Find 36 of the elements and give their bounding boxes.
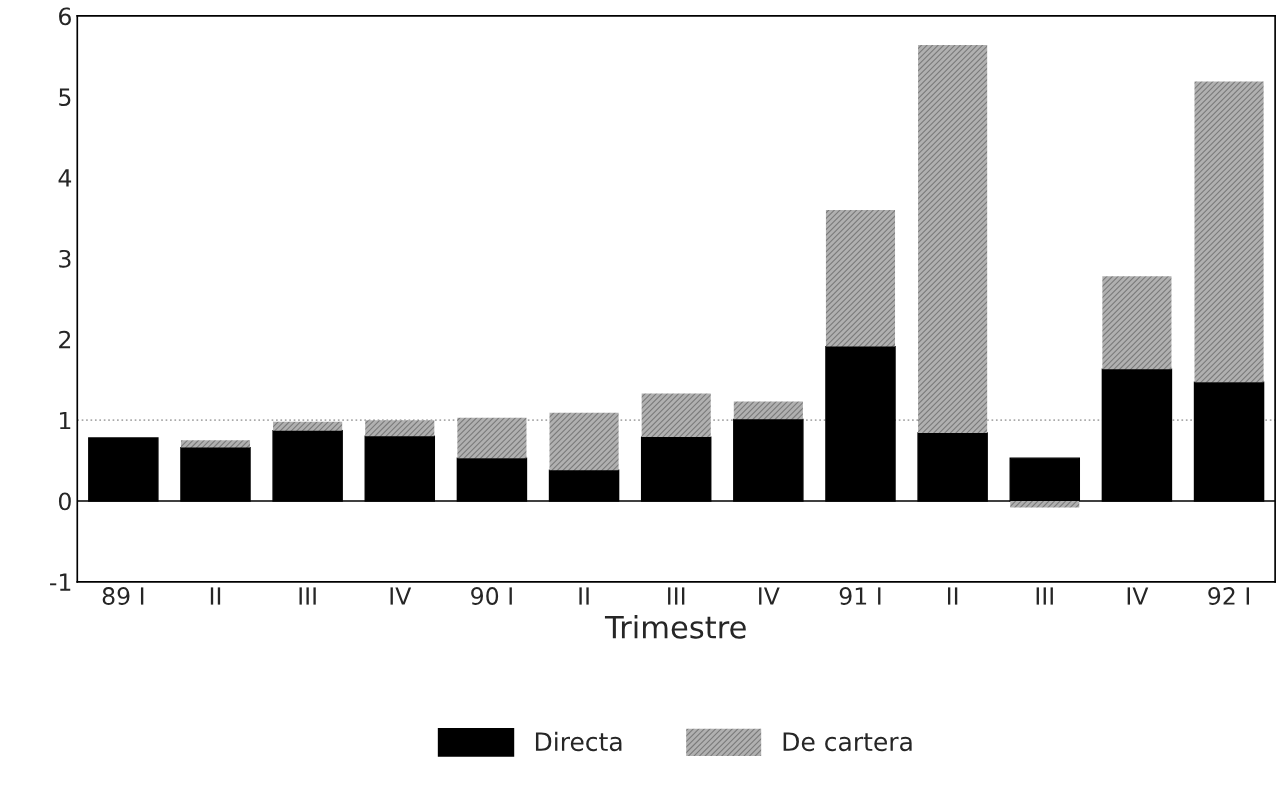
x-tick-label: IV bbox=[390, 587, 412, 605]
y-tick-label: 0 bbox=[58, 492, 71, 511]
legend-label: Directa bbox=[535, 731, 622, 752]
bar bbox=[825, 209, 896, 347]
x-tick-label: 92 I bbox=[1208, 587, 1249, 605]
bar bbox=[457, 417, 527, 459]
x-tick-label: 90 I bbox=[471, 587, 512, 605]
y-tick-label: 4 bbox=[58, 169, 72, 187]
bar bbox=[1102, 276, 1172, 370]
bar bbox=[1194, 81, 1264, 383]
x-tick-label: III bbox=[1036, 587, 1053, 605]
legend-label: De cartera bbox=[783, 732, 912, 752]
y-tick-label: 2 bbox=[59, 330, 71, 349]
x-tick-label: IV bbox=[1127, 587, 1149, 605]
y-tick-label: 3 bbox=[59, 249, 71, 268]
y-tick-label: 5 bbox=[59, 88, 71, 107]
bar bbox=[549, 412, 619, 471]
bar bbox=[273, 421, 343, 431]
bar bbox=[641, 393, 711, 438]
x-tick-label: 89 I bbox=[102, 587, 144, 605]
x-tick-label: II bbox=[210, 587, 221, 605]
x-tick-label: II bbox=[579, 587, 589, 605]
x-tick-label: II bbox=[947, 587, 958, 605]
bar bbox=[918, 45, 988, 434]
bar bbox=[180, 440, 251, 448]
x-tick-label: IV bbox=[759, 587, 780, 605]
x-axis-title: Trimestre bbox=[604, 615, 746, 639]
y-tick-label: -1 bbox=[50, 573, 71, 591]
bar bbox=[733, 401, 803, 420]
y-tick-label: 6 bbox=[59, 7, 71, 26]
x-tick-label: III bbox=[668, 587, 685, 605]
bar bbox=[1010, 500, 1080, 508]
bar bbox=[365, 420, 435, 437]
y-tick-label: 1 bbox=[59, 411, 71, 430]
x-tick-label: 91 I bbox=[839, 587, 881, 605]
x-tick-label: III bbox=[299, 587, 316, 605]
